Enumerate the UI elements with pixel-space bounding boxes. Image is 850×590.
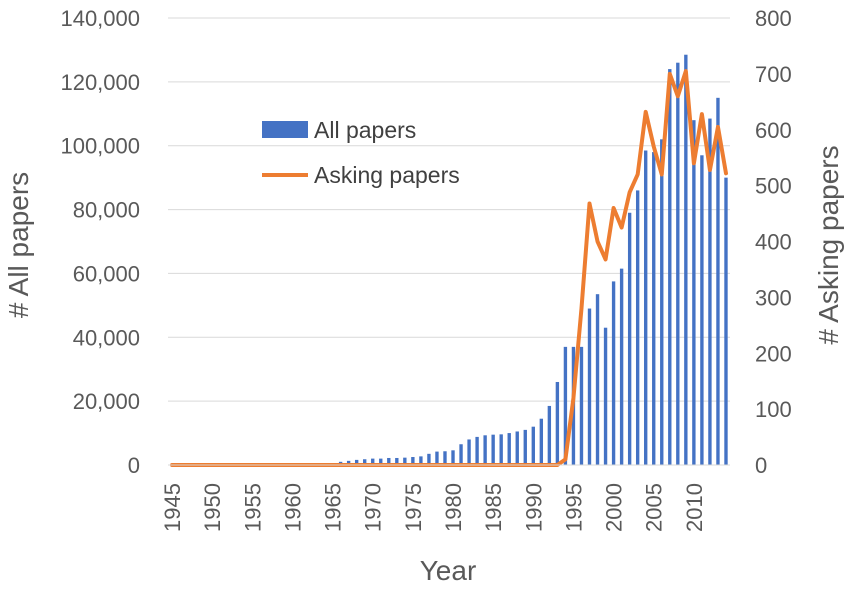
bar-all-papers [411,457,415,465]
y-tick-label-right: 100 [755,397,792,422]
bar-all-papers [668,69,672,465]
x-tick-label: 2010 [682,483,707,532]
bar-all-papers [652,152,656,465]
y-tick-label-right: 500 [755,174,792,199]
x-tick-label: 1965 [321,483,346,532]
bar-all-papers [427,453,431,465]
x-tick-label: 1990 [521,483,546,532]
bar-all-papers [627,212,632,465]
legend-label-asking-papers: Asking papers [314,162,460,188]
legend: All papers Asking papers [262,117,460,188]
y-tick-label-right: 200 [755,341,792,366]
gridlines [168,17,730,466]
bars-all-papers [322,54,728,466]
x-tick-label: 2005 [642,483,667,532]
y-tick-label-right: 300 [755,285,792,310]
bar-all-papers [515,431,519,465]
y-axis-title-right: # Asking papers [813,145,844,344]
bar-all-papers [443,451,447,465]
bar-all-papers [499,434,503,465]
bar-all-papers [354,459,359,465]
y-tick-label-right: 600 [755,118,792,143]
x-tick-label: 1980 [441,483,466,532]
x-tick-label: 2000 [602,483,627,532]
y-tick-label-left: 60,000 [73,261,140,286]
bar-all-papers [619,268,624,465]
bar-all-papers [363,459,367,465]
series-line-asking-papers [170,69,728,467]
bar-all-papers [660,139,664,466]
bar-all-papers [419,456,423,465]
bar-all-papers [475,436,479,465]
bar-all-papers [507,433,511,465]
bar-all-papers [379,458,383,465]
bar-all-papers [603,327,608,465]
bar-all-papers [611,281,616,465]
bar-all-papers [716,97,720,466]
bar-all-papers [579,346,584,465]
y-tick-label-right: 0 [755,453,767,478]
bar-all-papers [555,381,560,465]
bar-all-papers [692,120,696,466]
bar-all-papers [523,429,527,465]
y-axis-title-left: # All papers [3,172,34,318]
x-tick-label: 1950 [200,483,225,532]
y-tick-label-left: 120,000 [60,70,140,95]
x-tick-label: 1995 [561,483,586,532]
x-tick-label: 1955 [240,483,265,532]
legend-label-all-papers: All papers [314,117,416,143]
bar-all-papers [700,155,704,466]
x-tick-label: 1960 [280,483,305,532]
x-axis-title: Year [420,555,477,586]
x-axis-ticks: 1945 1950 1955 1960 1965 1970 1975 1980 1985 1990… [160,483,707,532]
bar-all-papers [547,405,552,465]
y-tick-label-left: 100,000 [60,134,140,159]
y-tick-label-left: 80,000 [73,198,140,223]
bar-all-papers [539,418,544,465]
bar-all-papers [587,308,592,465]
bar-all-papers [491,434,495,465]
bar-all-papers [724,177,728,465]
legend-swatch-all-papers [262,121,308,138]
x-tick-label: 1975 [401,483,426,532]
y-tick-label-right: 700 [755,62,792,87]
bar-all-papers [531,426,535,465]
bar-all-papers [395,457,399,465]
x-tick-label: 1985 [481,483,506,532]
y-axis-ticks-left: 0 20,000 40,000 60,000 80,000 100,000 120,000 1… [60,6,140,478]
x-tick-label: 1970 [361,483,386,532]
bar-all-papers [403,457,407,465]
bar-all-papers [435,451,439,465]
y-tick-label-left: 40,000 [73,325,140,350]
y-axis-ticks-right: 0 100 200 300 400 500 600 700 800 [755,6,792,478]
bar-all-papers [371,458,375,465]
bar-all-papers [467,439,471,465]
bar-all-papers [459,444,463,465]
bar-all-papers [387,457,391,465]
y-tick-label-left: 20,000 [73,389,140,414]
bar-all-papers [346,460,351,465]
bar-all-papers [483,435,487,465]
bar-all-papers [563,346,568,465]
y-tick-label-right: 800 [755,6,792,31]
bar-all-papers [644,150,648,465]
y-tick-label-left: 140,000 [60,6,140,31]
x-tick-label: 1945 [160,483,185,532]
y-tick-label-left: 0 [128,453,140,478]
line-asking-papers [170,69,728,467]
bar-all-papers [676,62,680,465]
y-tick-label-right: 400 [755,230,792,255]
bar-all-papers [451,450,455,465]
bar-all-papers [595,294,600,465]
bar-all-papers [708,118,712,465]
bar-all-papers [635,190,640,465]
bar-all-papers [684,54,688,465]
